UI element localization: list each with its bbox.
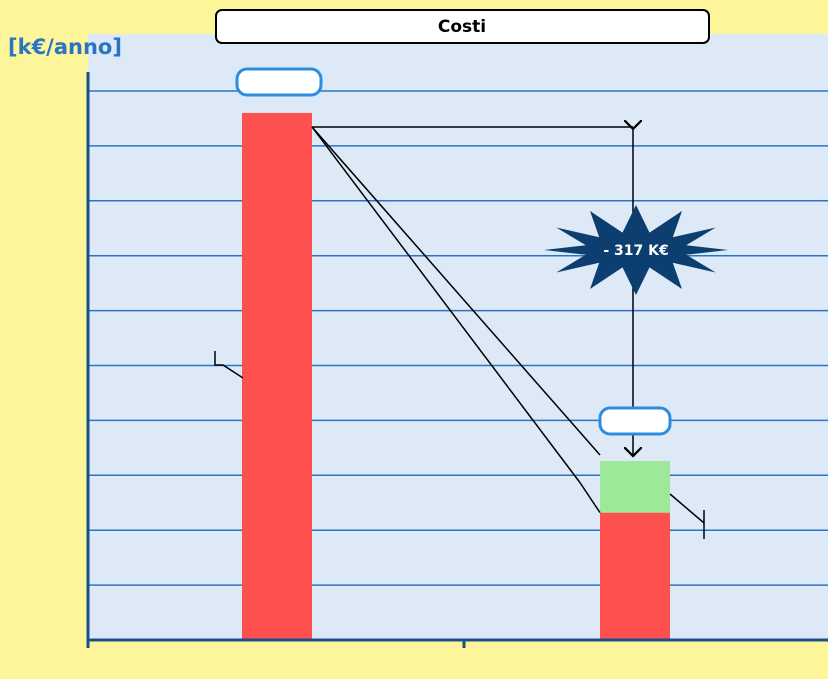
- total-box: [235, 67, 323, 97]
- title-box: Costi: [215, 9, 710, 44]
- total-labels: [235, 67, 672, 436]
- connector-line: [579, 482, 601, 514]
- total-box: [598, 406, 672, 436]
- connector-lines: [311, 126, 633, 514]
- chart-title: Costi: [438, 17, 486, 37]
- y-axis-label: [k€/anno]: [8, 35, 122, 59]
- axes: [86, 72, 828, 648]
- connector-line: [311, 126, 601, 456]
- bar: [242, 112, 312, 640]
- plot-area: [88, 34, 828, 640]
- savings-burst: - 317 K€: [544, 205, 728, 295]
- bars: [242, 112, 670, 640]
- bar: [600, 512, 670, 640]
- connector-line: [311, 126, 581, 484]
- costi-operativi-leader: [669, 493, 705, 539]
- bar: [600, 461, 670, 513]
- annotations: [214, 351, 705, 539]
- burst-shape: [544, 205, 728, 295]
- grid-lines: [88, 90, 828, 586]
- title-frame: [215, 9, 710, 44]
- backoffice-leader: [214, 351, 244, 379]
- savings-label: - 317 K€: [603, 243, 668, 259]
